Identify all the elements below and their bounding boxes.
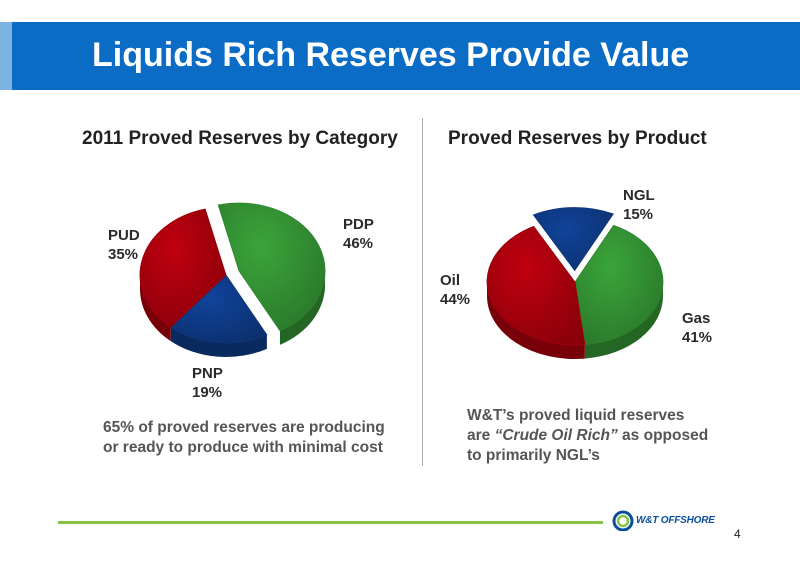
pie-slice-ngl	[532, 207, 614, 272]
chart-title-category: 2011 Proved Reserves by Category	[82, 128, 398, 149]
slide-title: Liquids Rich Reserves Provide Value	[92, 36, 690, 74]
slice-label-ngl: NGL 15%	[623, 187, 655, 223]
column-divider	[422, 118, 423, 466]
caption-emphasis: “Crude Oil Rich”	[494, 427, 618, 444]
logo-text: W&T OFFSHORE	[636, 515, 715, 526]
company-logo: W&T OFFSHORE	[612, 509, 722, 533]
pie-slice-pdp	[217, 202, 326, 345]
chart-title-product: Proved Reserves by Product	[448, 128, 707, 149]
page-number: 4	[734, 527, 741, 541]
title-bar: Liquids Rich Reserves Provide Value	[0, 22, 800, 90]
slice-label-pud: PUD 35%	[108, 227, 140, 263]
pie-slice-oil	[486, 225, 586, 360]
slice-label-gas: Gas 41%	[682, 310, 713, 346]
title-accent	[0, 22, 12, 90]
slice-label-oil: Oil 44%	[440, 272, 471, 308]
pie-slice-pud	[139, 208, 227, 342]
slice-label-pnp: PNP 19%	[192, 365, 223, 401]
caption-product: W&T’s proved liquid reserves are “Crude …	[467, 407, 709, 464]
slice-label-pdp: PDP 46%	[343, 216, 374, 252]
pie-slice-pnp	[170, 274, 268, 357]
pie-slice-gas	[574, 224, 664, 359]
footer-line	[58, 521, 603, 524]
caption-category: 65% of proved reserves are producing or …	[103, 419, 385, 456]
logo-swirl-icon	[612, 510, 634, 532]
